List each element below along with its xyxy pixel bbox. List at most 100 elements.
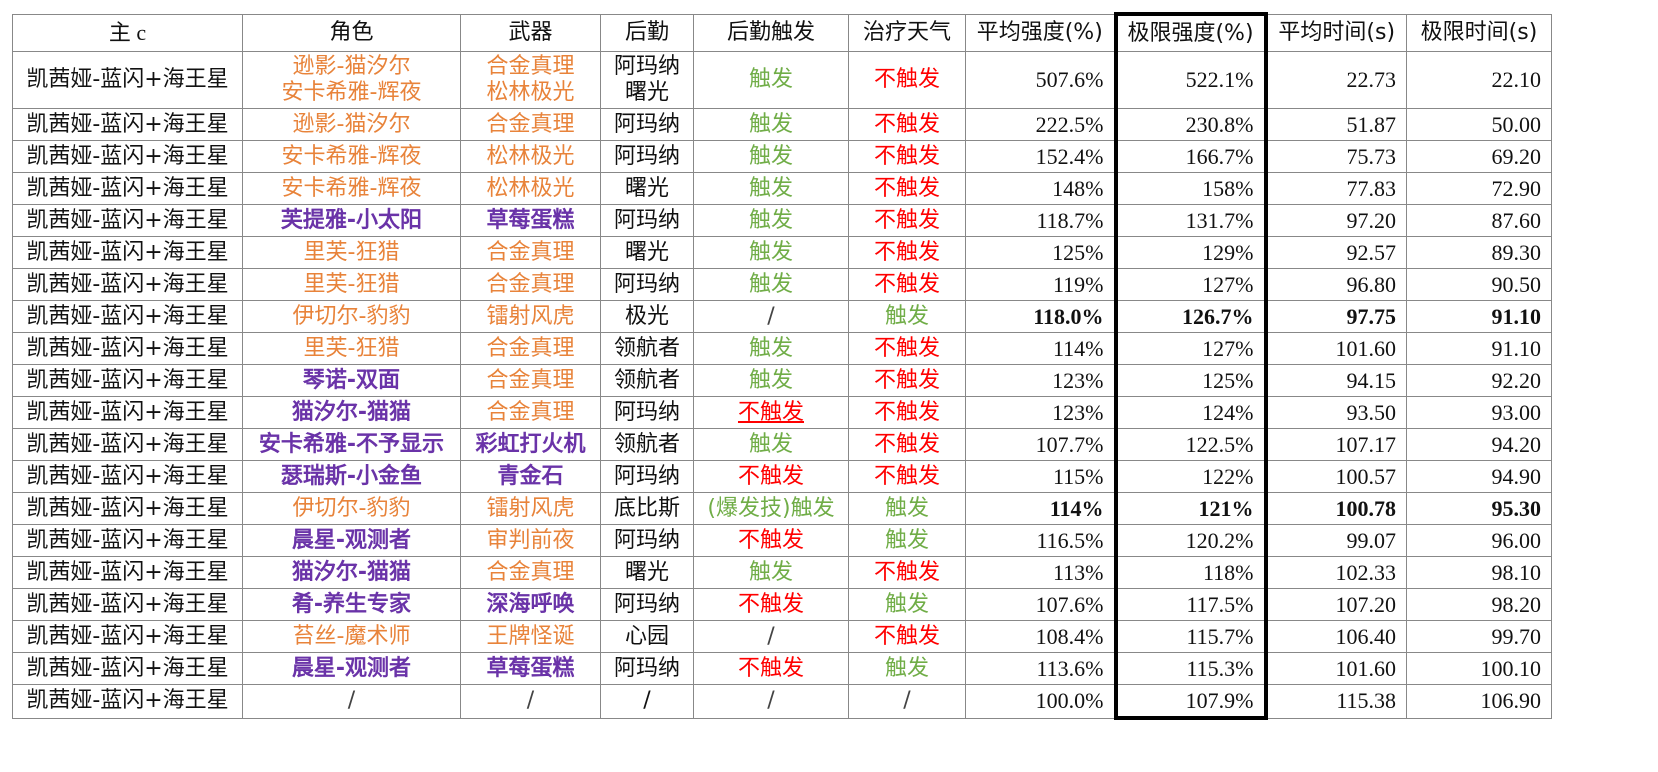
cell-role: 猫汐尔-猫猫 [242,556,461,589]
cell-max-strength: 120.2% [1113,524,1268,557]
header-main: 主 c [12,13,243,52]
cell-avg-strength: 113.6% [965,652,1116,685]
cell-weapon: 镭射风虎 [460,300,601,333]
cell-logistics-trigger: (爆发技)触发 [693,492,849,525]
cell-avg-strength: 222.5% [965,108,1116,141]
cell-weapon: 合金真理 松林极光 [460,51,601,109]
cell-logistics: 阿玛纳 [600,140,694,173]
cell-role: 安卡希雅-不予显示 [242,428,461,461]
trigger-text: 不触发 [737,591,804,617]
cell-logistics: 曙光 [600,172,694,205]
cell-avg-time: 93.50 [1265,396,1407,429]
cell-logistics-trigger: 触发 [693,204,849,237]
cell-max-strength: 127% [1113,332,1268,365]
cell-logistics: 阿玛纳 [600,588,694,621]
cell-logistics: 阿玛纳 [600,396,694,429]
cell-role: 琴诺-双面 [242,364,461,397]
header-healing-weather: 治疗天气 [848,13,966,52]
trigger-text: 不触发 [737,527,804,553]
cell-main: 凯茜娅-蓝闪+海王星 [12,268,243,301]
trigger-text: 触发 [748,271,793,297]
table-row: 凯茜娅-蓝闪+海王星 里芙-狂猎 合金真理 领航者 触发 不触发 114% 127% 101.6… [12,332,1552,365]
cell-avg-time: 99.07 [1265,524,1407,557]
trigger-text: 触发 [748,111,793,137]
cell-avg-time: 94.15 [1265,364,1407,397]
cell-role: 猫汐尔-猫猫 [242,396,461,429]
cell-avg-time: 106.40 [1265,620,1407,653]
header-weapon: 武器 [460,13,601,52]
cell-main: 凯茜娅-蓝闪+海王星 [12,51,243,109]
cell-max-strength: 131.7% [1113,204,1268,237]
cell-avg-strength: 123% [965,364,1116,397]
cell-weapon: 合金真理 [460,396,601,429]
cell-healing-weather: 不触发 [848,51,966,109]
trigger-text: 触发 [748,559,793,585]
table-row: 凯茜娅-蓝闪+海王星 晨星-观测者 审判前夜 阿玛纳 不触发 触发 116.5% 120.2%… [12,524,1552,557]
cell-max-time: 50.00 [1406,108,1552,141]
cell-avg-strength: 123% [965,396,1116,429]
cell-main: 凯茜娅-蓝闪+海王星 [12,684,243,719]
cell-max-strength: 166.7% [1113,140,1268,173]
cell-avg-strength: 114% [965,492,1116,525]
cell-logistics-trigger: 不触发 [693,652,849,685]
cell-weapon: 松林极光 [460,172,601,205]
table-row: 凯茜娅-蓝闪+海王星 晨星-观测者 草莓蛋糕 阿玛纳 不触发 触发 113.6% 115.3%… [12,652,1552,685]
cell-max-strength: 127% [1113,268,1268,301]
cell-max-time: 93.00 [1406,396,1552,429]
cell-role: 晨星-观测者 [242,524,461,557]
cell-healing-weather: 触发 [848,300,966,333]
cell-max-strength: 122.5% [1113,428,1268,461]
cell-logistics: 领航者 [600,428,694,461]
cell-healing-weather: 不触发 [848,172,966,205]
cell-max-strength: 118% [1113,556,1268,589]
cell-weapon: 合金真理 [460,332,601,365]
cell-max-time: 98.20 [1406,588,1552,621]
cell-logistics-trigger: 不触发 [693,460,849,493]
cell-logistics-trigger: 触发 [693,51,849,109]
cell-max-strength: 117.5% [1113,588,1268,621]
cell-avg-time: 92.57 [1265,236,1407,269]
cell-logistics-trigger: 不触发 [693,588,849,621]
cell-max-strength: 129% [1113,236,1268,269]
cell-logistics: 曙光 [600,556,694,589]
cell-weapon-line: 松林极光 [486,80,575,105]
header-role: 角色 [242,13,461,52]
table-row: 凯茜娅-蓝闪+海王星 瑟瑞斯-小金鱼 青金石 阿玛纳 不触发 不触发 115% 122% 100… [12,460,1552,493]
cell-max-strength: 115.3% [1113,652,1268,685]
table-row: 凯茜娅-蓝闪+海王星 琴诺-双面 合金真理 领航者 触发 不触发 123% 125% 94.15… [12,364,1552,397]
cell-main: 凯茜娅-蓝闪+海王星 [12,332,243,365]
cell-weapon: 草莓蛋糕 [460,204,601,237]
cell-logistics: 领航者 [600,332,694,365]
cell-healing-weather: 不触发 [848,396,966,429]
trigger-text: / [767,688,775,714]
cell-healing-weather: 不触发 [848,236,966,269]
trigger-text: 触发 [748,335,793,361]
cell-logistics-trigger: 触发 [693,172,849,205]
cell-logistics: 领航者 [600,364,694,397]
cell-avg-time: 22.73 [1265,51,1407,109]
cell-logistics-trigger: / [693,300,849,333]
cell-logistics: / [600,684,694,719]
cell-main: 凯茜娅-蓝闪+海王星 [12,140,243,173]
cell-max-time: 90.50 [1406,268,1552,301]
table-row: 凯茜娅-蓝闪+海王星 / / / //100.0% 107.9% 115.38 106.90 [12,684,1552,720]
cell-healing-weather: 不触发 [848,460,966,493]
cell-max-strength: 121% [1113,492,1268,525]
cell-logistics-trigger: 触发 [693,108,849,141]
cell-main: 凯茜娅-蓝闪+海王星 [12,556,243,589]
table-row: 凯茜娅-蓝闪+海王星 伊切尔-豹豹 镭射风虎 极光 / 触发 118.0% 126.7% 97.… [12,300,1552,333]
cell-weapon: 松林极光 [460,140,601,173]
cell-weapon: 合金真理 [460,236,601,269]
cell-logistics-trigger: 不触发 [693,524,849,557]
cell-healing-weather: 触发 [848,652,966,685]
cell-logistics: 阿玛纳 [600,108,694,141]
cell-avg-strength: 125% [965,236,1116,269]
cell-weapon: 合金真理 [460,364,601,397]
cell-logistics-trigger: / [693,620,849,653]
table-row: 凯茜娅-蓝闪+海王星 猫汐尔-猫猫 合金真理 阿玛纳 不触发 不触发 123% 124% 93.… [12,396,1552,429]
cell-main: 凯茜娅-蓝闪+海王星 [12,524,243,557]
cell-healing-weather: 不触发 [848,364,966,397]
cell-logistics-line: 阿玛纳 [613,54,680,79]
cell-avg-time: 97.20 [1265,204,1407,237]
cell-max-time: 91.10 [1406,300,1552,333]
